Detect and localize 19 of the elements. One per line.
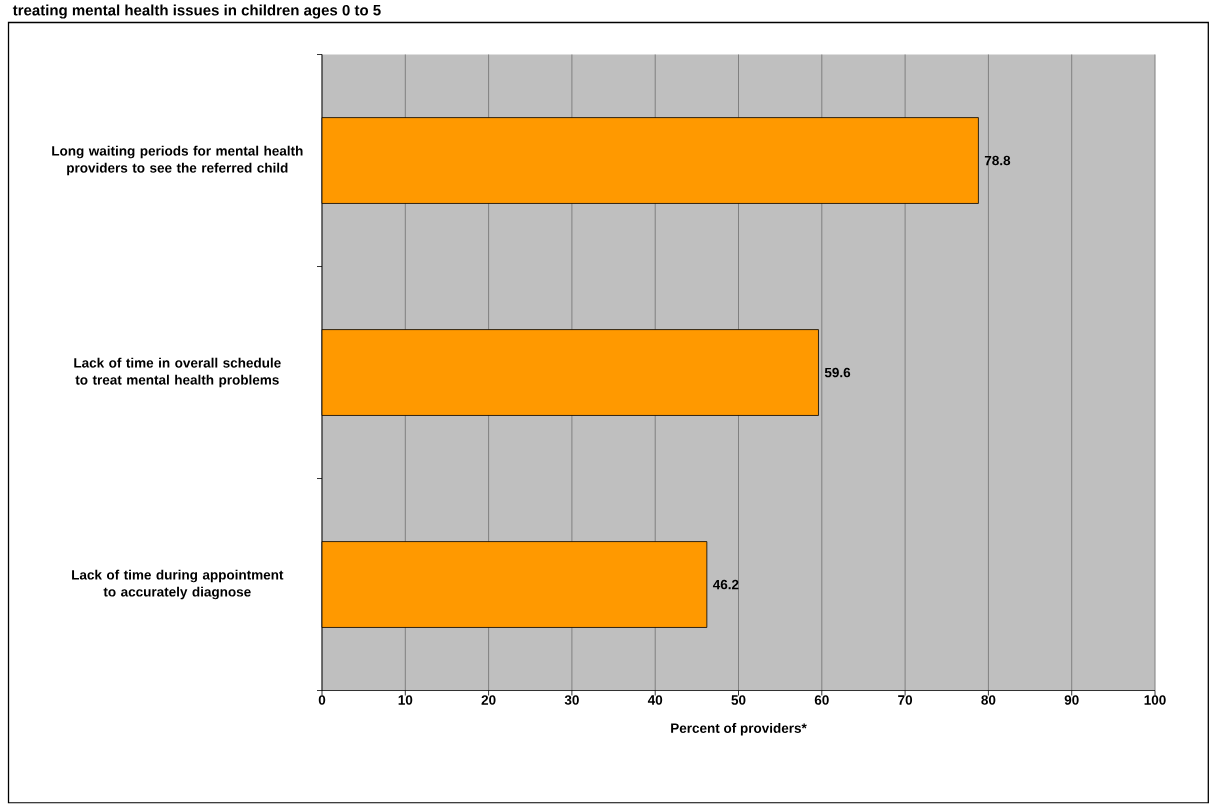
- x-tick-label: 0: [318, 695, 326, 706]
- x-tick-label: 20: [481, 695, 496, 706]
- x-tick-label: 70: [898, 695, 913, 706]
- data-label: 59.6: [824, 367, 851, 378]
- x-axis-title: Percent of providers*: [671, 723, 807, 736]
- x-tick-label: 80: [981, 695, 996, 706]
- x-tick-label: 40: [647, 695, 663, 706]
- x-tick-label: 50: [731, 695, 746, 706]
- x-tick-label: 90: [1064, 695, 1079, 706]
- data-label: 78.8: [984, 155, 1011, 166]
- data-label: 46.2: [712, 579, 739, 590]
- y-tick-label: Lack of time during appointment to accurately diagnose: [72, 569, 284, 600]
- y-tick-label: Long waiting periods for mental health providers to see the referred child: [52, 145, 303, 176]
- x-tick-label: 30: [564, 695, 579, 706]
- y-tick-label: Lack of time in overall schedule to treat mental health problems: [74, 357, 281, 388]
- text: treating mental health issues in children ages 0 to 5: [12, 4, 381, 19]
- x-tick-label: 10: [398, 695, 413, 706]
- x-tick-label: 100: [1144, 695, 1166, 706]
- x-tick-label: 60: [814, 695, 829, 706]
